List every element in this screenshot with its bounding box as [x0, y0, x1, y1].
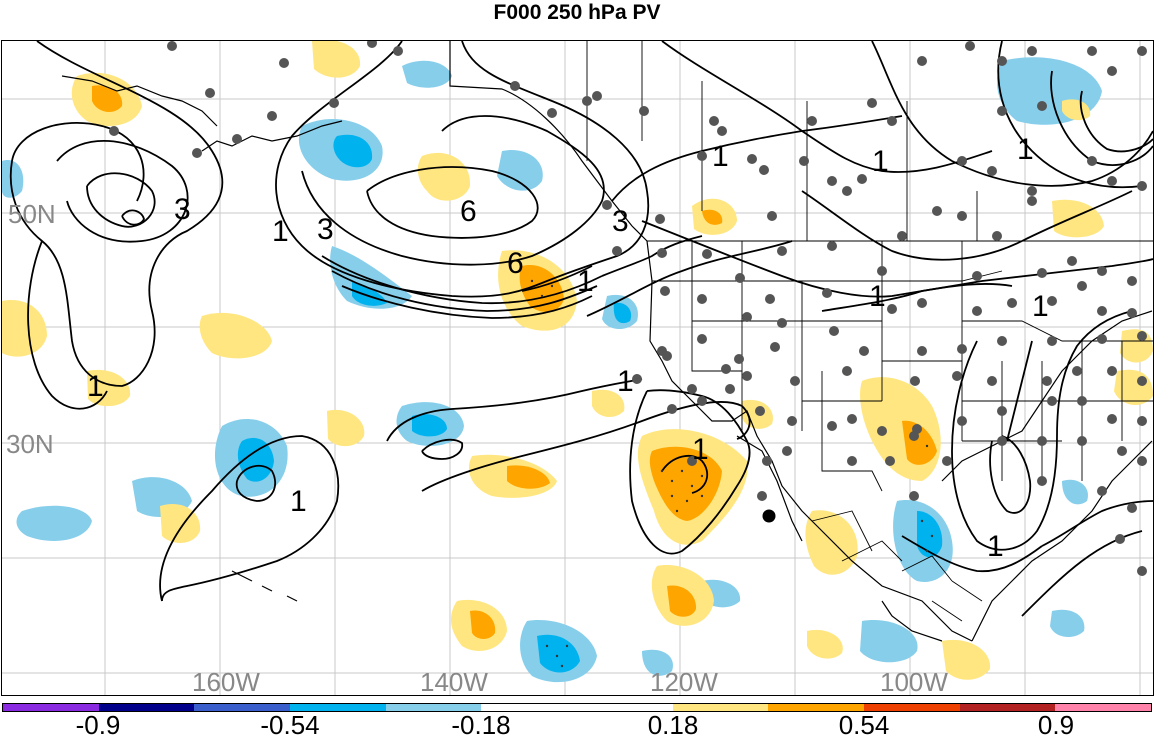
colorbar-swatch [1055, 704, 1152, 711]
pv-map: 3 1 3 6 6 3 1 1 1 1 1 1 1 1 1 1 1 50N 30… [1, 40, 1154, 696]
contour-label-group: 3 1 3 6 6 3 1 1 1 1 1 1 1 1 1 1 1 [87, 133, 1049, 563]
colorbar-tick-label: 0.54 [838, 710, 890, 740]
colorbar-swatch [577, 704, 673, 711]
contour-label: 1 [692, 433, 709, 466]
colorbar [2, 703, 1152, 712]
contour-label: 1 [87, 370, 104, 403]
contour-label: 6 [460, 195, 477, 228]
contour-label: 1 [869, 280, 886, 313]
contour-label: 1 [290, 485, 307, 518]
colorbar-tick-label: 0.9 [1037, 710, 1075, 740]
colorbar-tick-label: 0.18 [647, 710, 699, 740]
lat-label-30n: 30N [6, 429, 54, 459]
contour-label: 1 [987, 530, 1004, 563]
contour-label: 1 [1017, 133, 1034, 166]
colorbar-tick-label: -0.9 [75, 710, 121, 740]
contour-label: 3 [317, 213, 334, 246]
lon-label-140w: 140W [420, 667, 488, 696]
colorbar-swatch [481, 704, 578, 711]
contour-label: 1 [712, 140, 729, 173]
lat-label-50n: 50N [8, 199, 56, 229]
map-canvas: 3 1 3 6 6 3 1 1 1 1 1 1 1 1 1 1 1 [2, 41, 1153, 695]
contour-label: 1 [577, 265, 594, 298]
contour-label: 1 [872, 145, 889, 178]
lon-label-100w: 100W [880, 667, 948, 696]
colorbar-tick-label: -0.54 [260, 710, 320, 740]
marker-dot [762, 509, 776, 523]
contour-label: 1 [617, 365, 634, 398]
colorbar-labels: -0.9 -0.54 -0.18 0.18 0.54 0.9 [0, 712, 1154, 739]
map-title: F000 250 hPa PV [493, 1, 661, 24]
colorbar-swatch [98, 704, 195, 711]
graticule [2, 41, 1153, 695]
colorbar-swatch [672, 704, 769, 711]
colorbar-swatch [3, 704, 99, 711]
contour-label: 6 [507, 247, 524, 280]
lon-label-160w: 160W [192, 667, 260, 696]
colorbar-swatch [864, 704, 960, 711]
contour-label: 3 [174, 193, 191, 226]
colorbar-swatch [768, 704, 865, 711]
contour-label: 1 [272, 215, 289, 248]
colorbar-swatch [194, 704, 291, 711]
station-markers [109, 41, 1147, 576]
negative-anomaly-shading [2, 57, 1102, 683]
contour-label: 3 [612, 205, 629, 238]
colorbar-swatch [959, 704, 1056, 711]
lon-label-120w: 120W [650, 667, 718, 696]
contour-label: 1 [1032, 290, 1049, 323]
colorbar-swatch [290, 704, 386, 711]
significance-stipple [530, 279, 934, 668]
colorbar-swatch [385, 704, 482, 711]
colorbar-tick-label: -0.18 [451, 710, 511, 740]
positive-anomaly-shading [2, 41, 1153, 680]
